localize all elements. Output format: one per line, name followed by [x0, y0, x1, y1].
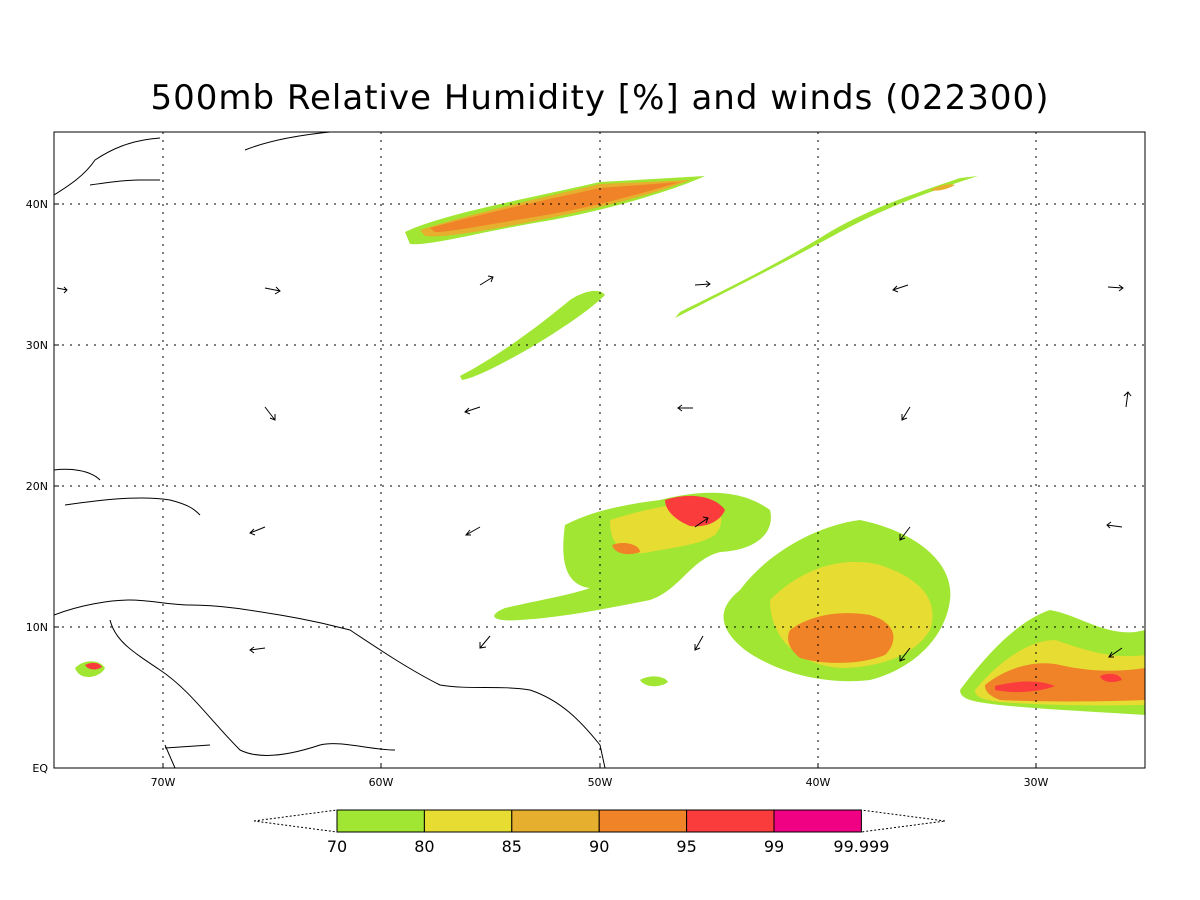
colorbar-bin: [598, 809, 688, 833]
gridlines: [54, 132, 1145, 769]
lon-label: 70W: [151, 776, 176, 789]
colorbar-label: 99.999: [833, 837, 889, 856]
lon-label: 30W: [1024, 776, 1049, 789]
lat-label: 20N: [26, 480, 48, 493]
lon-label: 50W: [588, 776, 613, 789]
wind-vectors: [56, 275, 1132, 662]
colorbar-label: 95: [676, 837, 696, 856]
lat-label: EQ: [32, 762, 48, 775]
colorbar-label: 80: [414, 837, 434, 856]
colorbar-label: 90: [589, 837, 609, 856]
lat-axis-labels: EQ 10N 20N 30N 40N: [26, 198, 49, 775]
humidity-shading: [75, 176, 1145, 715]
colorbar-label: 99: [764, 837, 784, 856]
colorbar-right-triangle: [860, 809, 946, 833]
coastlines: [54, 132, 606, 768]
colorbar-label: 85: [502, 837, 522, 856]
lat-label: 40N: [26, 198, 48, 211]
lon-label: 60W: [369, 776, 394, 789]
colorbar-bin: [511, 809, 600, 833]
lat-label: 10N: [26, 621, 48, 634]
colorbar-bin: [423, 809, 513, 833]
lat-label: 30N: [26, 339, 48, 352]
colorbar-label: 70: [327, 837, 347, 856]
map-title: 500mb Relative Humidity [%] and winds (0…: [150, 78, 1050, 118]
colorbar-bin: [686, 809, 775, 833]
colorbar-bin: [773, 809, 862, 833]
lon-axis-labels: 70W 60W 50W 40W 30W: [151, 776, 1049, 789]
colorbar-left-triangle: [253, 809, 338, 833]
colorbar-bin: [336, 809, 425, 833]
lon-label: 40W: [806, 776, 831, 789]
colorbar: 70 80 85 90 95 99 99.999: [253, 809, 946, 856]
